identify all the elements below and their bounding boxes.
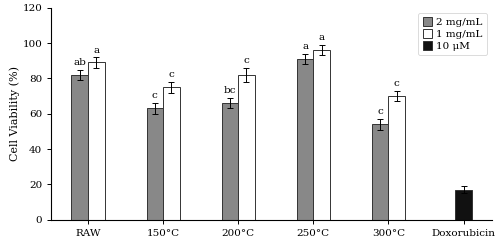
Text: c: c [169,70,174,79]
Bar [238,75,255,220]
Bar [222,103,238,220]
Bar [163,87,180,220]
Bar [388,96,405,220]
Legend: 2 mg/mL, 1 mg/mL, 10 μM: 2 mg/mL, 1 mg/mL, 10 μM [418,13,487,55]
Text: ab: ab [73,58,86,67]
Text: bc: bc [224,86,236,95]
Bar [372,124,388,220]
Text: a: a [318,33,324,42]
Bar [313,50,330,220]
Text: c: c [394,79,399,88]
Bar [71,75,88,220]
Text: c: c [377,107,383,116]
Bar [146,108,163,220]
Text: c: c [243,56,249,65]
Text: a: a [93,45,99,54]
Text: a: a [302,42,308,51]
Bar [297,59,313,220]
Y-axis label: Cell Viability (%): Cell Viability (%) [9,66,20,161]
Bar [455,190,472,220]
Text: c: c [152,91,158,100]
Bar [88,62,105,220]
